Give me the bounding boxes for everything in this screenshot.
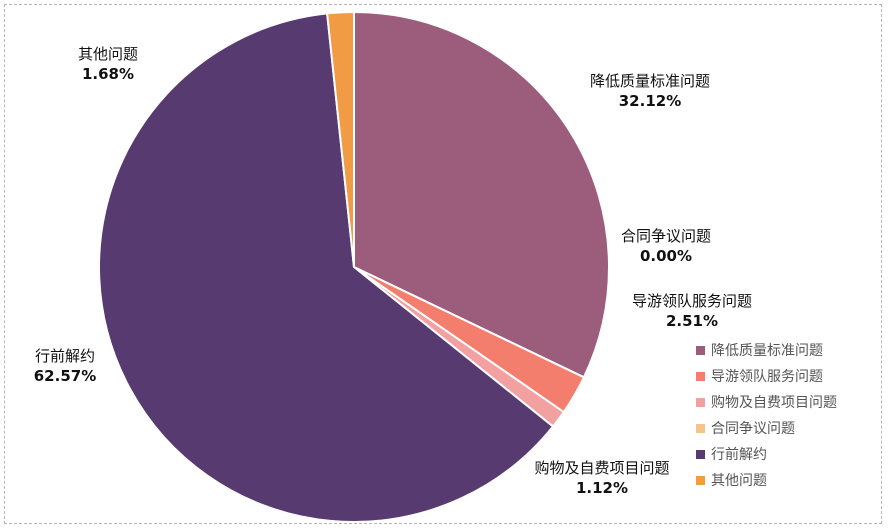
legend-label: 购物及自费项目问题	[711, 395, 837, 411]
pie-slice-0	[353, 11, 610, 379]
legend-swatch	[696, 475, 705, 485]
legend-label: 其他问题	[711, 473, 767, 489]
pie-slice-4	[98, 12, 555, 523]
chart-frame	[4, 4, 882, 524]
pie-slice-5	[326, 11, 355, 268]
label-quality-issue: 降低质量标准问题 32.12%	[589, 72, 710, 110]
label-contract-dispute: 合同争议问题 0.00%	[620, 227, 711, 265]
legend-swatch	[696, 397, 705, 407]
legend-item: 购物及自费项目问题	[696, 389, 837, 415]
label-guide-service: 导游领队服务问题 2.51%	[631, 292, 752, 330]
legend-item: 降低质量标准问题	[696, 337, 837, 363]
label-shopping: 购物及自费项目问题 1.12%	[534, 459, 670, 497]
legend-swatch	[696, 423, 705, 433]
legend-label: 导游领队服务问题	[711, 369, 823, 385]
legend-item: 行前解约	[696, 441, 837, 467]
legend-item: 其他问题	[696, 467, 837, 493]
legend-label: 行前解约	[711, 447, 767, 463]
label-pre-trip-cancel: 行前解约 62.57%	[33, 347, 97, 385]
legend-item: 合同争议问题	[696, 415, 837, 441]
legend-swatch	[696, 345, 705, 355]
legend-label: 降低质量标准问题	[711, 343, 823, 359]
legend-label: 合同争议问题	[711, 421, 795, 437]
legend-item: 导游领队服务问题	[696, 363, 837, 389]
legend-swatch	[696, 449, 705, 459]
label-other: 其他问题 1.68%	[77, 45, 138, 83]
legend: 降低质量标准问题 导游领队服务问题 购物及自费项目问题 合同争议问题 行前解约 …	[696, 337, 837, 493]
legend-swatch	[696, 371, 705, 381]
